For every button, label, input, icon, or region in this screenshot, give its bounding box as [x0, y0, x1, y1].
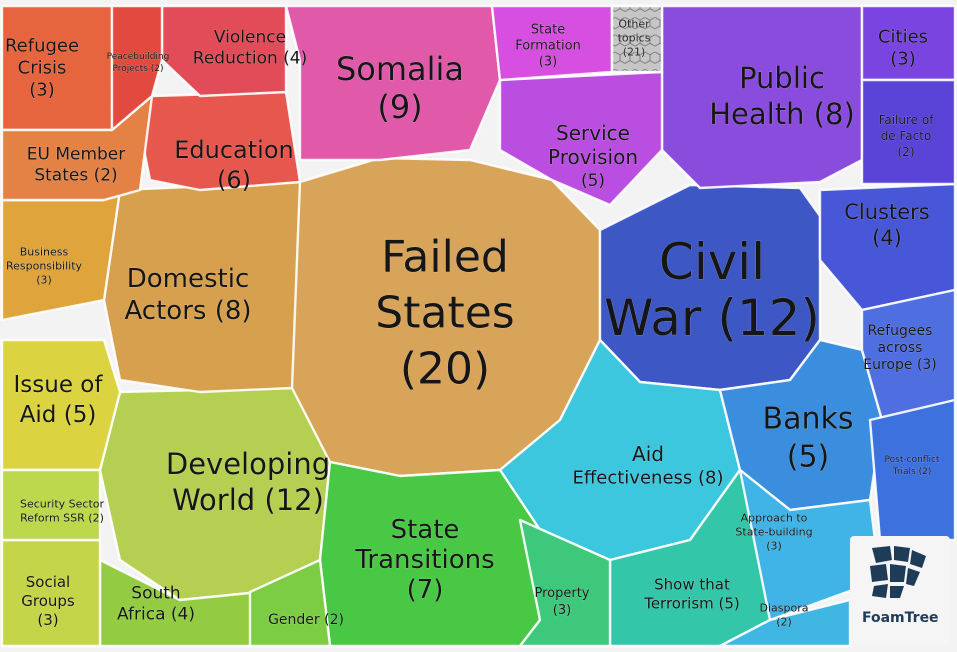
topic-label-state-transitions-line-2: (7)	[407, 575, 444, 605]
topic-label-eu-member-states-line-1: States (2)	[34, 166, 117, 186]
topic-label-business-responsibility-line-1: Responsibility	[6, 260, 83, 273]
topic-label-diaspora-line-1: (2)	[776, 616, 792, 629]
topic-label-business-responsibility-line-2: (3)	[36, 274, 52, 287]
topic-label-failed-states-line-2: (20)	[400, 344, 490, 395]
topic-label-cities-line-0: Cities	[878, 27, 928, 48]
topic-label-refugee-crisis-line-0: Refugee	[5, 36, 79, 57]
topic-label-education-line-0: Education	[174, 136, 293, 164]
topic-label-state-transitions-line-0: State	[391, 515, 460, 545]
topic-label-refugee-crisis-line-2: (3)	[29, 80, 55, 101]
topic-label-other-topics-line-1: topics	[618, 32, 651, 45]
topic-label-public-health-line-1: Health (8)	[709, 97, 855, 131]
topic-label-aid-effectiveness-line-1: Effectiveness (8)	[573, 468, 724, 489]
topic-label-service-provision-line-1: Provision	[548, 145, 638, 169]
topic-label-refugees-across-europe-line-0: Refugees	[868, 323, 933, 339]
topic-label-developing-world-line-0: Developing	[166, 447, 330, 481]
topic-label-property-line-1: (3)	[553, 603, 571, 618]
topic-label-eu-member-states-line-0: EU Member	[27, 145, 126, 165]
topic-label-failed-states-line-0: Failed	[381, 232, 509, 283]
topic-label-show-that-terrorism-line-0: Show that	[654, 576, 730, 594]
topic-label-failure-of-de-facto-line-2: (2)	[898, 145, 915, 159]
topic-label-gender-line-0: Gender (2)	[268, 612, 344, 628]
topic-label-public-health-line-0: Public	[739, 61, 825, 95]
topic-label-approach-to-state-building-line-2: (3)	[766, 540, 782, 553]
topic-label-developing-world-line-1: World (12)	[172, 483, 324, 517]
topic-label-diaspora-line-0: Diaspora	[760, 602, 809, 615]
foamtree-logo-icon	[870, 546, 926, 598]
topic-cell-other-topics[interactable]	[610, 4, 664, 74]
topic-label-domestic-actors-line-0: Domestic	[127, 264, 250, 294]
foamtree-logo: FoamTree	[850, 536, 950, 644]
topic-label-banks-line-1: (5)	[787, 440, 830, 475]
topic-label-civil-war-line-0: Civil	[659, 233, 765, 291]
topic-label-post-conflict-trials-line-0: Post-conflict	[885, 455, 940, 465]
topic-label-post-conflict-trials-line-1: Trials (2)	[892, 467, 932, 477]
topic-label-peacebuilding-projects-line-0: Peacebuilding	[107, 52, 170, 62]
topic-label-security-sector-reform-line-1: Reform SSR (2)	[20, 512, 104, 525]
topic-label-domestic-actors-line-1: Actors (8)	[124, 296, 251, 326]
topic-label-south-africa-line-1: Africa (4)	[117, 605, 195, 625]
topic-cell-gender[interactable]	[248, 558, 332, 648]
topic-label-approach-to-state-building-line-1: State-building	[735, 526, 812, 539]
topic-label-violence-reduction-line-0: Violence	[214, 28, 286, 48]
topic-cell-failure-of-de-facto[interactable]	[860, 78, 957, 186]
topic-label-education-line-1: (6)	[217, 166, 251, 194]
topic-label-refugee-crisis-line-1: Crisis	[18, 58, 67, 79]
topic-cell-property[interactable]	[518, 518, 612, 648]
topic-label-issue-of-aid-line-1: Aid (5)	[20, 402, 97, 428]
topic-label-business-responsibility-line-0: Business	[20, 246, 69, 259]
topic-label-social-groups-line-1: Groups	[21, 592, 75, 610]
topic-label-approach-to-state-building-line-0: Approach to	[741, 512, 808, 525]
topic-label-failure-of-de-facto-line-1: de Facto	[881, 129, 932, 143]
topic-label-failure-of-de-facto-line-0: Failure of	[879, 113, 935, 127]
topic-label-state-formation-line-1: Formation	[515, 39, 581, 54]
topic-label-somalia-line-0: Somalia	[336, 50, 464, 88]
topic-label-civil-war-line-1: War (12)	[604, 289, 820, 347]
topic-label-social-groups-line-0: Social	[26, 573, 70, 591]
topic-label-state-formation-line-0: State	[531, 23, 565, 38]
topic-label-cities-line-1: (3)	[890, 49, 916, 70]
topic-label-banks-line-0: Banks	[763, 402, 854, 437]
topic-cell-peacebuilding-projects[interactable]	[110, 4, 164, 132]
topic-label-clusters-line-0: Clusters	[844, 200, 929, 224]
topic-cell-post-conflict-trials[interactable]	[868, 398, 957, 542]
topic-label-show-that-terrorism-line-1: Terrorism (5)	[643, 595, 740, 613]
topic-label-state-transitions-line-1: Transitions	[354, 545, 494, 575]
topic-label-failed-states-line-1: States	[375, 288, 514, 339]
topic-label-somalia-line-1: (9)	[377, 88, 422, 126]
topic-cell-security-sector-reform[interactable]	[0, 468, 102, 542]
topic-label-other-topics-line-0: Other	[618, 18, 650, 31]
topic-label-service-provision-line-0: Service	[556, 121, 630, 145]
topic-label-clusters-line-1: (4)	[872, 226, 902, 250]
topic-label-south-africa-line-0: South	[131, 584, 180, 604]
topic-label-aid-effectiveness-line-0: Aid	[632, 442, 664, 466]
topic-label-refugees-across-europe-line-2: Europe (3)	[863, 357, 937, 373]
topic-label-service-provision-line-2: (5)	[581, 171, 605, 191]
topic-cells[interactable]	[0, 4, 957, 648]
topic-label-refugees-across-europe-line-1: across	[878, 340, 923, 356]
topic-label-state-formation-line-2: (3)	[539, 55, 557, 70]
topic-label-peacebuilding-projects-line-1: Projects (2)	[112, 64, 163, 74]
topic-label-issue-of-aid-line-0: Issue of	[14, 372, 104, 398]
topic-label-property-line-0: Property	[534, 586, 589, 601]
foamtree-logo-text: FoamTree	[862, 610, 939, 626]
topic-label-violence-reduction-line-1: Reduction (4)	[193, 49, 307, 69]
topic-label-security-sector-reform-line-0: Security Sector	[20, 498, 105, 511]
topic-label-other-topics-line-2: (21)	[623, 46, 646, 59]
topic-label-social-groups-line-2: (3)	[37, 611, 58, 629]
topic-cell-issue-of-aid[interactable]	[0, 338, 122, 472]
